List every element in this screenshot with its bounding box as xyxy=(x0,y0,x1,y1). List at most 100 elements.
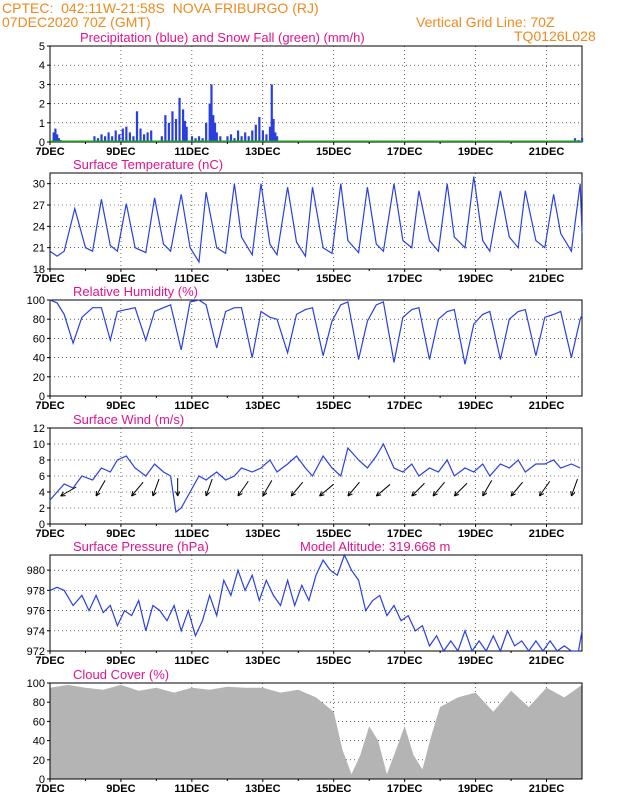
wind-arrow-head xyxy=(205,492,210,497)
precip-bar xyxy=(233,138,236,142)
wind-arrow-head xyxy=(454,493,460,497)
vertical-grid-label: Vertical Grid Line: 70Z xyxy=(416,14,555,30)
wind-arrow-head xyxy=(570,490,572,497)
pressure-xtick-label: 15DEC xyxy=(316,655,352,667)
precip-xtick-label: 15DEC xyxy=(316,146,352,158)
precip-bar xyxy=(215,132,218,142)
rh-frame xyxy=(49,299,583,397)
wind-arrow xyxy=(237,480,249,497)
precip-bar xyxy=(56,134,59,142)
precip-bar xyxy=(114,130,117,142)
cloud-title: Cloud Cover (%) xyxy=(73,667,169,682)
pressure-ytick-label: 972 xyxy=(27,646,45,658)
rh-ytick-label: 100 xyxy=(27,295,45,307)
cloud-ytick-label: 40 xyxy=(33,736,45,748)
wind-arrow xyxy=(60,486,77,497)
precip-bar xyxy=(125,126,128,142)
precip-bar xyxy=(268,126,272,142)
wind-arrow xyxy=(539,480,551,497)
wind-arrow-head xyxy=(375,491,379,497)
cloud-xtick-label: 19DEC xyxy=(458,783,494,795)
precip-bar xyxy=(275,136,279,142)
precip-bar xyxy=(244,132,247,142)
temp-ytick-label: 18 xyxy=(33,264,45,276)
precip-bar xyxy=(164,115,167,142)
precip-xtick-label: 11DEC xyxy=(174,146,209,158)
wind-xtick-label: 21DEC xyxy=(529,528,565,540)
cloud-ytick-label: 20 xyxy=(33,755,45,767)
precip-bar xyxy=(135,111,139,142)
wind-xtick-label: 19DEC xyxy=(458,528,494,540)
precip-bar xyxy=(247,136,250,142)
wind-title: Surface Wind (m/s) xyxy=(73,412,184,427)
pressure-xtick-label: 13DEC xyxy=(245,655,281,667)
precip-xtick-label: 9DEC xyxy=(106,146,135,158)
rh-xtick-label: 19DEC xyxy=(458,400,494,412)
pressure-ytick-label: 980 xyxy=(27,565,45,577)
precip-ytick-label: 3 xyxy=(39,79,45,91)
pressure-xtick-label: 7DEC xyxy=(35,655,64,667)
wind-arrow-head xyxy=(376,494,382,497)
wind-arrow-head xyxy=(290,491,293,497)
station-label: CPTEC: 042:11W-21:58S NOVA FRIBURGO (RJ) xyxy=(2,0,319,16)
precip-bar xyxy=(128,132,131,142)
wind-arrow xyxy=(152,478,160,497)
precip-ytick-label: 2 xyxy=(39,99,45,111)
wind-arrow-head xyxy=(131,493,137,497)
precip-bar xyxy=(254,124,257,142)
wind-ytick-label: 10 xyxy=(33,439,45,451)
wind-arrow-head xyxy=(571,492,576,497)
precip-bar xyxy=(205,122,208,142)
precip-bar xyxy=(240,136,243,142)
temp-ytick-label: 24 xyxy=(33,221,45,233)
precip-bar xyxy=(146,132,149,142)
wind-arrow xyxy=(205,478,213,497)
run-label: 07DEC2020 70Z (GMT) xyxy=(2,14,151,30)
temp-xtick-label: 9DEC xyxy=(106,273,135,285)
precip-ytick-label: 0 xyxy=(39,137,45,149)
wind-arrow xyxy=(262,480,273,497)
wind-arrow xyxy=(290,481,304,497)
temp-xtick-label: 19DEC xyxy=(458,273,494,285)
precip-bar xyxy=(265,134,268,142)
temp-xtick-label: 7DEC xyxy=(35,273,64,285)
cloud-xtick-label: 13DEC xyxy=(245,783,281,795)
wind-xtick-label: 13DEC xyxy=(245,528,281,540)
wind-ytick-label: 4 xyxy=(39,487,45,499)
pressure-series-line xyxy=(49,553,583,653)
precip-bar xyxy=(201,138,204,142)
precip-bar xyxy=(213,122,217,142)
wind-arrow-head xyxy=(177,491,181,497)
precip-bar xyxy=(226,136,229,142)
wind-arrow xyxy=(319,484,334,497)
wind-arrow-head xyxy=(510,491,513,497)
cloud-frame-over xyxy=(49,682,583,780)
pressure-frame xyxy=(49,554,583,652)
wind-xtick-label: 15DEC xyxy=(316,528,352,540)
precip-bar xyxy=(111,136,114,142)
precip-bar xyxy=(107,132,110,142)
wind-arrow-head xyxy=(262,492,268,497)
cloud-xtick-label: 9DEC xyxy=(106,783,135,795)
precip-bar xyxy=(96,138,100,142)
cloud-xtick-label: 17DEC xyxy=(387,783,423,795)
rh-series-line xyxy=(49,299,583,365)
wind-ytick-label: 8 xyxy=(39,455,45,467)
cloud-area xyxy=(50,684,582,779)
precip-bar xyxy=(100,134,103,142)
precip-bar xyxy=(274,132,277,142)
precip-ytick-label: 4 xyxy=(39,60,45,72)
wind-ytick-label: 12 xyxy=(33,423,45,435)
product-code-label: TQ0126L028 xyxy=(514,28,596,44)
wind-xtick-label: 11DEC xyxy=(174,528,209,540)
temp-ytick-label: 21 xyxy=(33,243,45,255)
cloud-ytick-label: 0 xyxy=(39,774,45,786)
precip-xtick-label: 21DEC xyxy=(529,146,565,158)
wind-xtick-label: 7DEC xyxy=(35,528,64,540)
wind-arrow-head xyxy=(539,493,545,497)
rh-ytick-label: 0 xyxy=(39,391,45,403)
precip-bar xyxy=(185,126,188,142)
wind-arrow-head xyxy=(237,493,243,497)
precip-xtick-label: 13DEC xyxy=(245,146,281,158)
wind-arrow-head xyxy=(432,493,438,497)
